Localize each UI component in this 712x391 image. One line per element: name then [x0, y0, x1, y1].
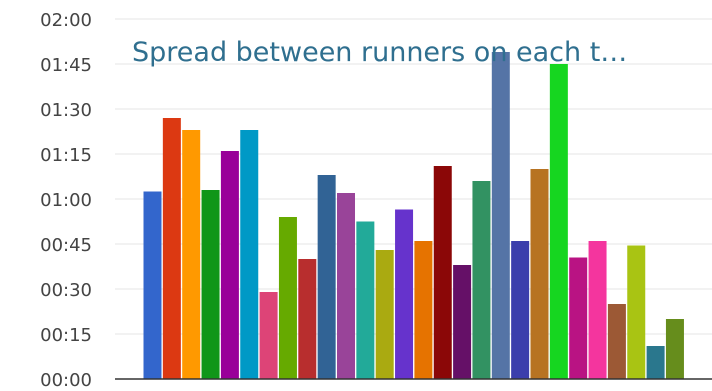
- y-tick-label: 01:15: [40, 145, 92, 166]
- bar[interactable]: [220, 151, 239, 379]
- y-tick-label: 00:45: [40, 235, 92, 256]
- bar[interactable]: [569, 257, 588, 380]
- y-tick-label: 01:45: [40, 55, 92, 76]
- y-tick-label: 00:00: [40, 370, 92, 391]
- y-tick-label: 02:00: [40, 10, 92, 31]
- y-axis-ticks: 00:00 00:15 00:30 00:45 01:00 01:15 01:30 01:45…: [40, 10, 92, 391]
- bar[interactable]: [646, 346, 665, 379]
- bar[interactable]: [665, 319, 684, 379]
- y-tick-label: 01:00: [40, 190, 92, 211]
- bar[interactable]: [162, 118, 181, 379]
- bar[interactable]: [259, 292, 278, 379]
- bar[interactable]: [607, 304, 626, 379]
- bar[interactable]: [298, 259, 317, 379]
- bar[interactable]: [337, 193, 355, 379]
- bar[interactable]: [433, 166, 452, 379]
- bar[interactable]: [472, 181, 491, 379]
- y-tick-label: 01:30: [40, 100, 92, 121]
- bars: [143, 52, 684, 380]
- bar[interactable]: [143, 191, 162, 380]
- bar[interactable]: [588, 241, 607, 379]
- y-tick-label: 00:30: [40, 280, 92, 301]
- bar[interactable]: [182, 130, 201, 379]
- bar[interactable]: [414, 241, 433, 379]
- bar[interactable]: [530, 169, 549, 379]
- chart-title: Spread between runners on each t…: [132, 37, 627, 68]
- bar[interactable]: [627, 245, 646, 380]
- bar[interactable]: [395, 209, 414, 380]
- bar[interactable]: [278, 217, 297, 379]
- bar[interactable]: [356, 221, 375, 380]
- bar[interactable]: [201, 190, 220, 379]
- bar[interactable]: [317, 175, 336, 379]
- bar[interactable]: [491, 52, 510, 379]
- bar[interactable]: [240, 130, 259, 379]
- bar[interactable]: [453, 265, 472, 379]
- bar[interactable]: [549, 64, 568, 379]
- bar[interactable]: [375, 250, 394, 379]
- y-tick-label: 00:15: [40, 325, 92, 346]
- bar[interactable]: [511, 241, 530, 379]
